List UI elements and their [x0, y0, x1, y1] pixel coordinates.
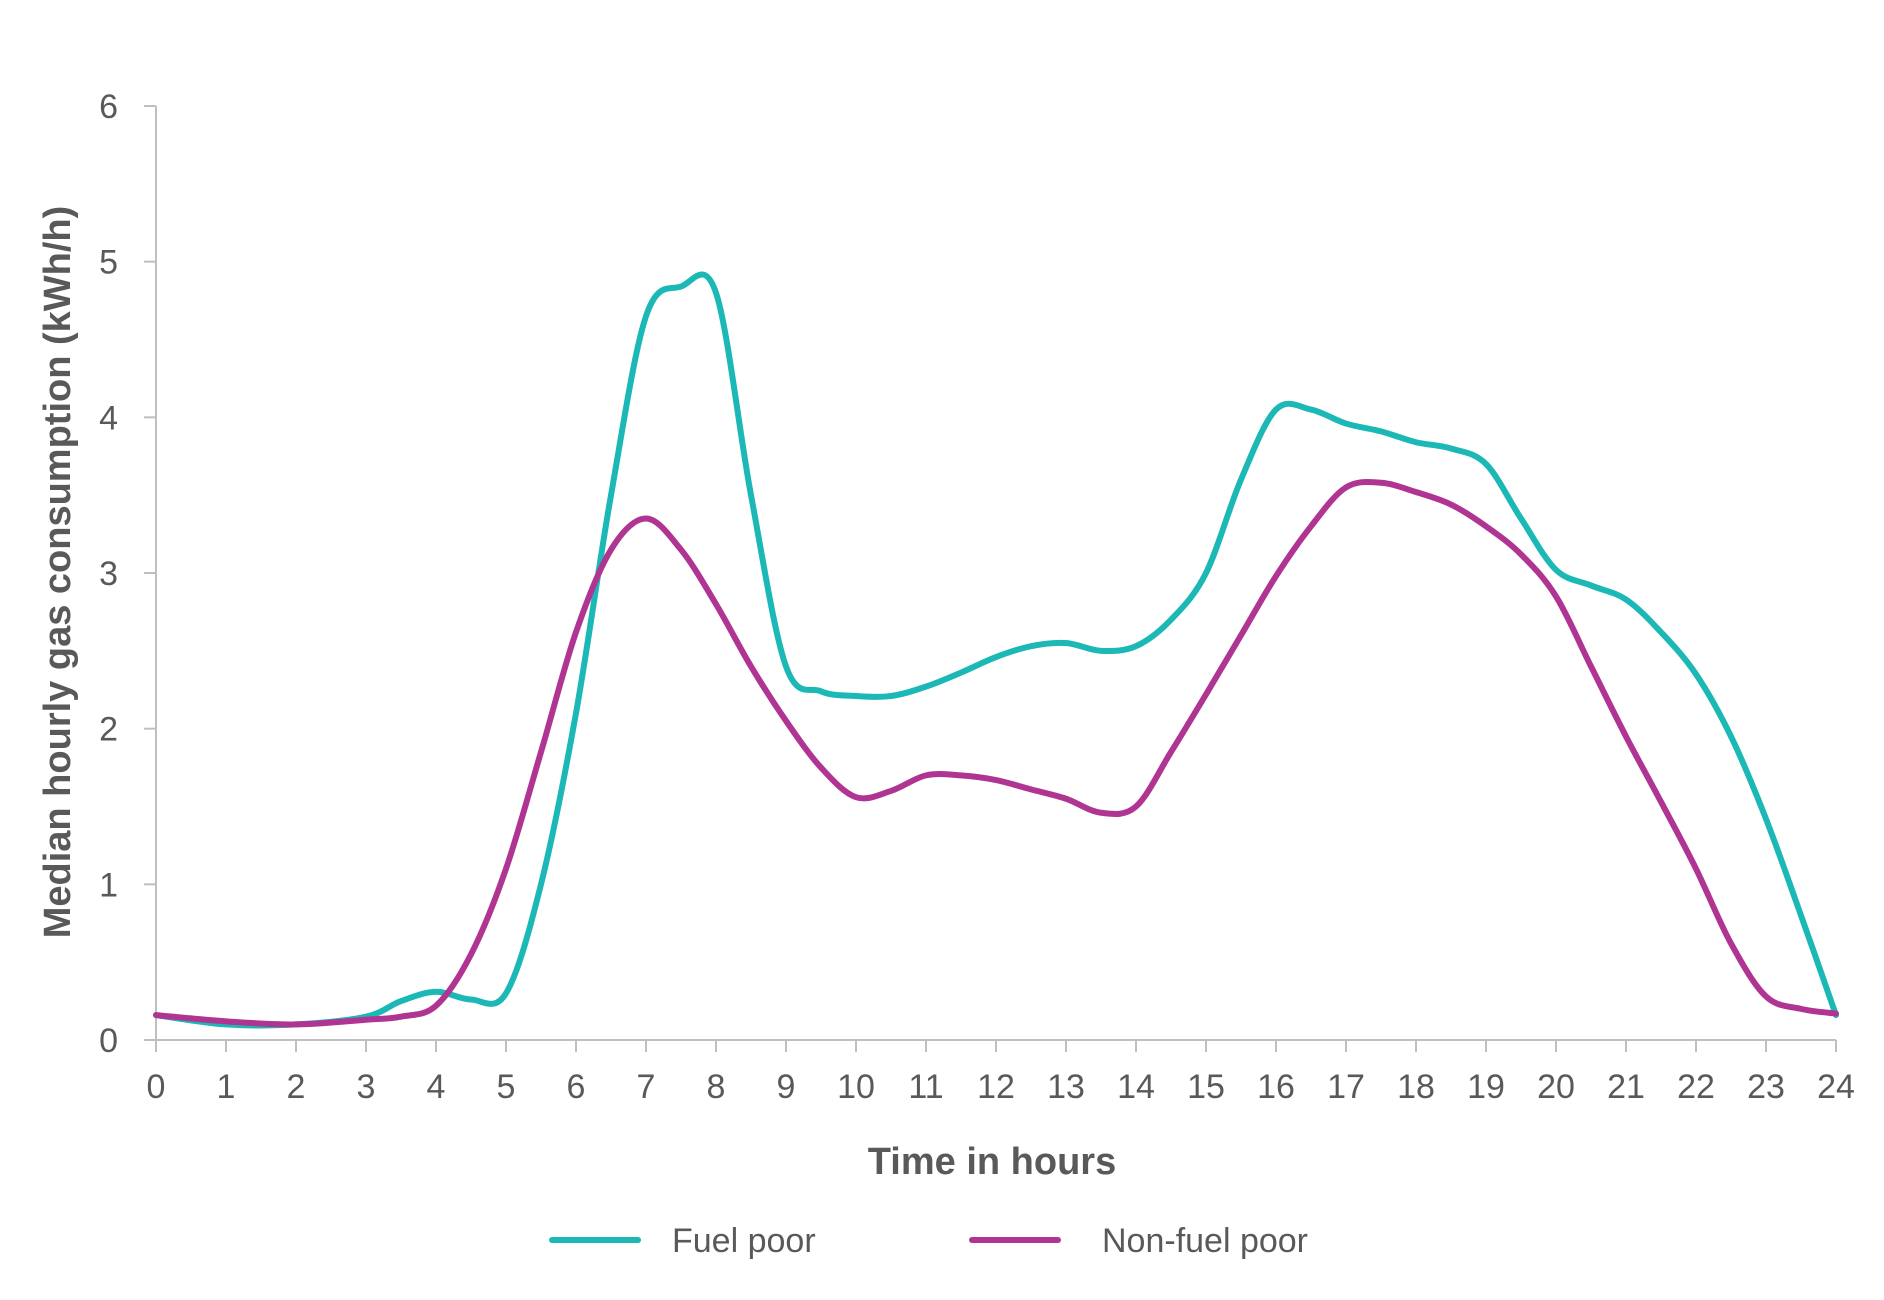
x-tick-label: 12: [977, 1068, 1015, 1106]
x-tick-label: 0: [147, 1068, 166, 1106]
x-tick-label: 13: [1047, 1068, 1085, 1106]
x-tick-label: 21: [1607, 1068, 1645, 1106]
x-axis-ticks: 0 1 2 3 4 5 6 7 8 9 10 11 12 13 14 15 16 17 18 19 20 21 22 23 24: [147, 1040, 1855, 1106]
x-tick-label: 10: [837, 1068, 875, 1106]
x-tick-label: 20: [1537, 1068, 1575, 1106]
y-tick-label: 0: [99, 1022, 118, 1060]
x-tick-label: 7: [637, 1068, 656, 1106]
x-tick-label: 17: [1327, 1068, 1365, 1106]
y-tick-label: 4: [99, 399, 118, 437]
x-tick-label: 14: [1117, 1068, 1155, 1106]
x-tick-label: 15: [1187, 1068, 1225, 1106]
y-tick-label: 2: [99, 711, 118, 749]
legend: Fuel poor Non-fuel poor: [549, 1222, 1308, 1260]
series-group: [153, 271, 1839, 1029]
legend-label-fuel-poor: Fuel poor: [672, 1222, 816, 1260]
x-tick-label: 4: [427, 1068, 446, 1106]
x-tick-label: 5: [497, 1068, 516, 1106]
series-line-fuel-poor: [153, 271, 1839, 1029]
x-tick-label: 16: [1257, 1068, 1295, 1106]
y-tick-label: 5: [99, 244, 118, 282]
x-axis-title: Time in hours: [868, 1141, 1116, 1183]
x-tick-label: 24: [1817, 1068, 1855, 1106]
axes: [155, 106, 1836, 1041]
y-tick-label: 1: [99, 866, 118, 904]
x-tick-label: 3: [357, 1068, 376, 1106]
x-tick-label: 23: [1747, 1068, 1785, 1106]
x-tick-label: 8: [707, 1068, 726, 1106]
x-tick-label: 1: [217, 1068, 236, 1106]
y-tick-label: 3: [99, 555, 118, 593]
x-tick-label: 11: [908, 1068, 943, 1106]
x-tick-label: 9: [777, 1068, 796, 1106]
x-tick-label: 2: [287, 1068, 306, 1106]
y-tick-label: 6: [99, 88, 118, 126]
legend-label-non-fuel-poor: Non-fuel poor: [1102, 1222, 1308, 1260]
x-tick-label: 18: [1397, 1068, 1435, 1106]
x-tick-label: 19: [1467, 1068, 1505, 1106]
y-axis-ticks: 0 1 2 3 4 5 6: [99, 88, 156, 1060]
x-tick-label: 22: [1677, 1068, 1715, 1106]
x-tick-label: 6: [567, 1068, 586, 1106]
y-axis-title: Median hourly gas consumption (kWh/h): [37, 206, 79, 939]
series-line-non-fuel-poor: [153, 478, 1839, 1028]
